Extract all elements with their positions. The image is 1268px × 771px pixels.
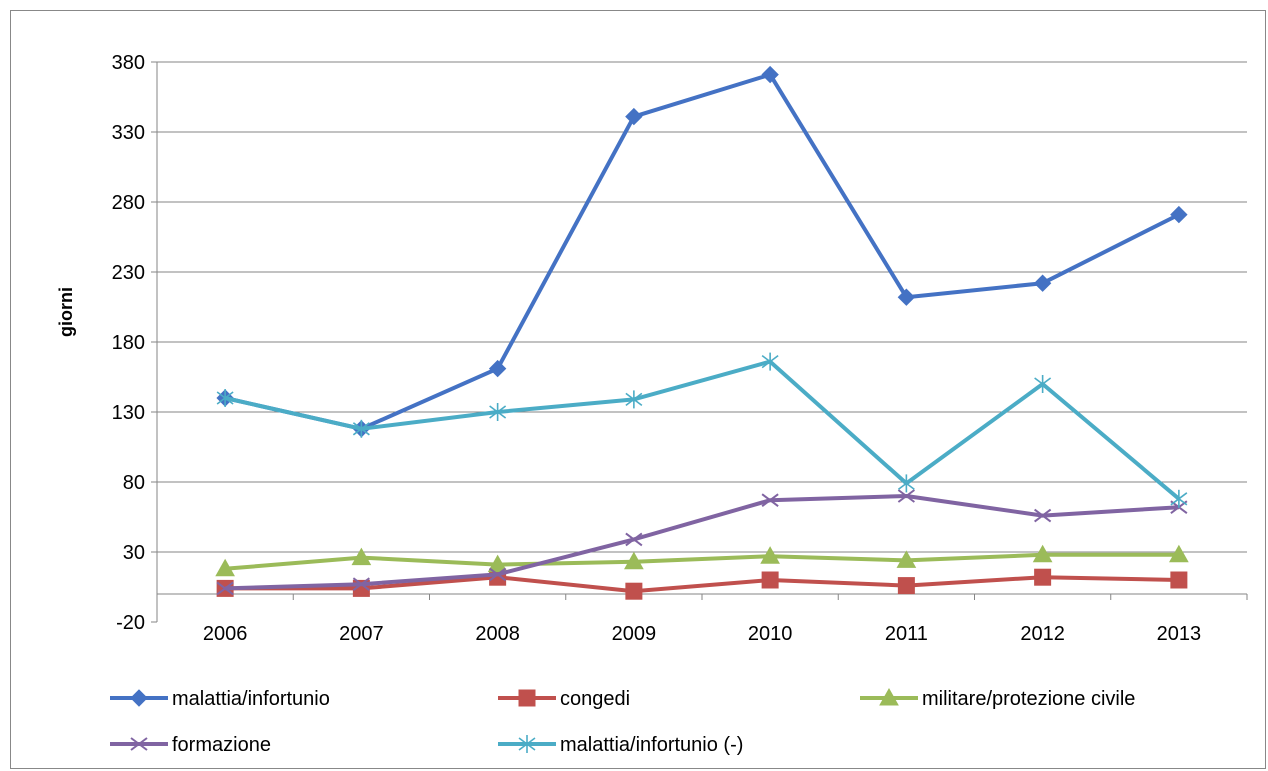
legend-item: malattia/infortunio (-) [498,734,743,756]
data-point [488,359,507,378]
y-tick-label: 230 [112,262,145,284]
legend-label: militare/protezione civile [922,688,1135,710]
data-point [1034,375,1052,393]
y-tick-label: 180 [112,332,145,354]
y-tick-label: -20 [116,612,145,634]
x-tick-label: 2009 [612,623,657,645]
data-point [215,558,235,577]
y-tick-label: 130 [112,402,145,424]
x-tick-label: 2010 [748,623,793,645]
data-point [625,390,643,409]
series-3 [215,544,1189,577]
legend-label: malattia/infortunio (-) [560,734,743,756]
x-tick-label: 2006 [203,623,248,645]
data-point [216,581,234,596]
data-point [760,546,780,564]
data-point [1033,274,1052,292]
y-tick-label: 80 [123,472,145,494]
data-point [897,288,916,306]
x-tick-labels: 2006 2007 2008 2009 2010 2011 2012 2013 [203,623,1201,645]
y-axis-title: giorni [56,287,76,337]
y-tick-label: 330 [112,122,145,144]
legend-label: malattia/infortunio [172,688,330,710]
series-group [215,65,1189,600]
data-point [761,352,779,371]
legend-label: congedi [560,688,630,710]
data-point [352,419,370,438]
series-5 [216,352,1188,508]
data-point [1170,571,1188,589]
gridlines [157,61,1247,553]
data-point [216,389,234,407]
data-point [761,493,779,508]
series-line [224,552,1179,571]
data-point [897,474,915,493]
axes [151,61,1248,623]
data-point [1170,205,1188,224]
data-point [761,571,779,589]
x-tick-label: 2013 [1157,623,1202,645]
x-tick-label: 2011 [885,623,928,645]
series-line [225,575,1179,594]
series-line [224,72,1180,431]
legend-item: malattia/infortunio [110,688,330,710]
data-point [1032,544,1053,563]
data-point [352,577,370,592]
data-point [896,550,917,568]
series-4 [216,489,1188,596]
x-tick-label: 2007 [339,623,384,645]
data-point [761,65,779,84]
series-line [224,359,1181,501]
x-tick-label: 2012 [1020,623,1065,645]
series-line [225,494,1179,591]
data-point [518,689,536,707]
data-point [1169,544,1189,563]
data-point [489,403,507,421]
chart-frame [10,10,1266,769]
data-point [130,737,148,751]
y-tick-label: 280 [112,192,145,214]
legend-item: congedi [498,688,630,710]
data-point [351,547,372,566]
y-tick-labels: -20 30 80 130 180 230 280 330 380 [112,52,145,634]
legend-item: militare/protezione civile [860,687,1135,710]
data-point [489,567,507,582]
data-point [625,107,643,126]
x-tick-label: 2008 [475,623,520,645]
data-point [518,735,536,753]
legend-label: formazione [172,734,271,756]
data-point [897,577,915,595]
data-point [1034,508,1052,523]
legend-item: formazione [110,734,271,756]
data-point [624,551,644,570]
data-point [487,554,508,573]
legend: malattia/infortunio congedi militare/prote… [110,687,1135,756]
data-point [625,532,643,547]
data-point [625,582,643,600]
data-point [1034,568,1052,586]
data-point [130,689,148,707]
data-point [879,687,899,706]
data-point [1170,489,1188,508]
y-tick-label: 380 [112,52,145,74]
data-point [897,489,915,503]
y-tick-label: 30 [123,542,145,564]
